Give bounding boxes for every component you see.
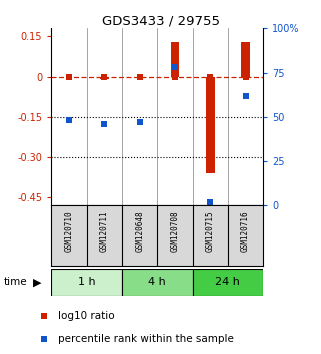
Text: time: time [3, 277, 27, 287]
Text: GSM120710: GSM120710 [65, 210, 74, 252]
Bar [206, 76, 215, 173]
Text: GSM120715: GSM120715 [206, 210, 215, 252]
Text: GDS3433 / 29755: GDS3433 / 29755 [101, 14, 220, 27]
Text: 4 h: 4 h [148, 277, 166, 287]
Bar [100, 76, 109, 79]
Text: 24 h: 24 h [215, 277, 240, 287]
Text: 1 h: 1 h [78, 277, 95, 287]
Bar [241, 42, 250, 76]
Text: GSM120648: GSM120648 [135, 210, 144, 252]
FancyBboxPatch shape [122, 269, 193, 296]
Text: GSM120708: GSM120708 [170, 210, 179, 252]
Text: percentile rank within the sample: percentile rank within the sample [58, 334, 234, 344]
Bar [170, 42, 179, 76]
Text: GSM120711: GSM120711 [100, 210, 109, 252]
FancyBboxPatch shape [51, 269, 122, 296]
Text: ▶: ▶ [33, 277, 41, 287]
Text: GSM120716: GSM120716 [241, 210, 250, 252]
FancyBboxPatch shape [193, 269, 263, 296]
Text: log10 ratio: log10 ratio [58, 311, 115, 321]
